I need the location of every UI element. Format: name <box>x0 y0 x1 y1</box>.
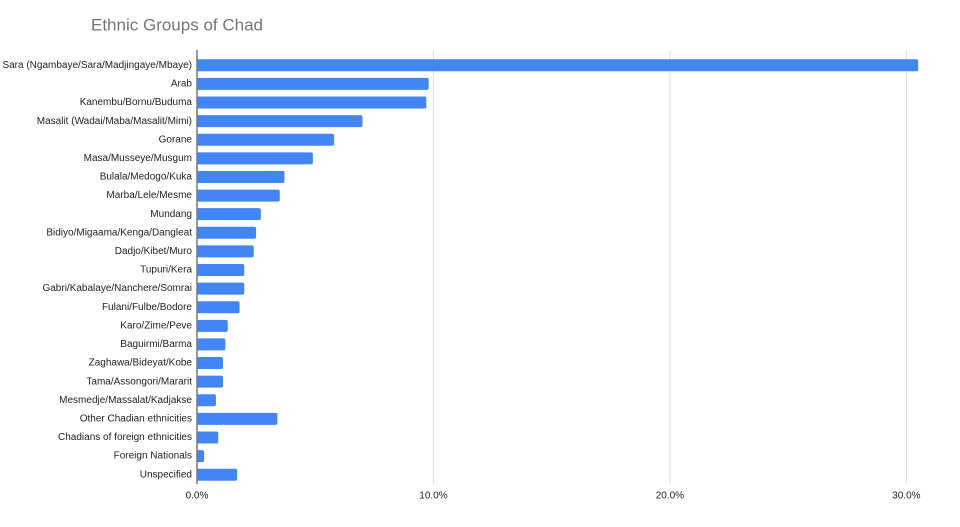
y-tick-label: Masalit (Wadai/Maba/Masalit/Mimi) <box>37 116 192 127</box>
bar <box>197 282 245 295</box>
bar <box>197 394 216 407</box>
y-tick-label: Tupuri/Kera <box>140 265 192 276</box>
y-tick-label: Mesmedje/Massalat/Kadjakse <box>59 395 192 406</box>
y-tick-label: Zaghawa/Bideyat/Kobe <box>89 358 193 369</box>
bar <box>197 264 245 276</box>
y-tick-label: Baguirmi/Barma <box>120 339 192 350</box>
y-tick-label: Dadjo/Kibet/Muro <box>115 246 193 257</box>
bar <box>197 301 240 314</box>
bar <box>197 226 257 239</box>
y-tick-label: Sara (Ngambaye/Sara/Madjingaye/Mbaye) <box>2 60 192 71</box>
y-tick-label: Fulani/Fulbe/Bodore <box>102 302 192 313</box>
y-tick-label: Kanembu/Bornu/Buduma <box>80 97 193 108</box>
y-tick-label: Unspecified <box>140 469 192 480</box>
bar <box>197 468 238 481</box>
bar <box>197 115 363 128</box>
y-tick-label: Masa/Musseye/Musgum <box>84 153 192 164</box>
y-tick-label: Arab <box>171 79 193 90</box>
bar <box>197 96 427 109</box>
bar <box>197 133 335 146</box>
y-tick-label: Gabri/Kabalaye/Nanchere/Somrai <box>42 283 192 294</box>
y-tick-label: Gorane <box>159 134 193 145</box>
y-tick-label: Tama/Assongori/Mararit <box>86 376 192 387</box>
bar <box>197 357 224 370</box>
y-tick-label: Karo/Zime/Peve <box>120 320 192 331</box>
y-tick-label: Other Chadian ethnicities <box>80 414 192 425</box>
bar <box>197 77 429 90</box>
x-tick-label: 10.0% <box>419 491 447 502</box>
y-tick-label: Bulala/Medogo/Kuka <box>100 172 193 183</box>
y-tick-label: Marba/Lele/Mesme <box>106 190 192 201</box>
bar <box>197 170 285 183</box>
bar <box>197 189 280 202</box>
bar <box>197 152 313 165</box>
bar <box>197 208 261 221</box>
bar <box>197 450 205 463</box>
x-tick-label: 20.0% <box>656 491 684 502</box>
bar <box>197 431 219 444</box>
y-tick-label: Foreign Nationals <box>114 451 192 462</box>
x-tick-label: 30.0% <box>892 491 920 502</box>
bar <box>197 319 228 332</box>
bar <box>197 375 224 388</box>
y-tick-label: Chadians of foreign ethnicities <box>58 432 192 443</box>
bar <box>197 59 919 72</box>
bar <box>197 338 226 351</box>
y-tick-label: Bidiyo/Migaama/Kenga/Dangleat <box>46 227 192 238</box>
chart-title: Ethnic Groups of Chad <box>91 15 263 34</box>
y-tick-label: Mundang <box>150 209 192 220</box>
bar <box>197 412 278 425</box>
bar <box>197 245 254 258</box>
x-tick-label: 0.0% <box>186 491 209 502</box>
